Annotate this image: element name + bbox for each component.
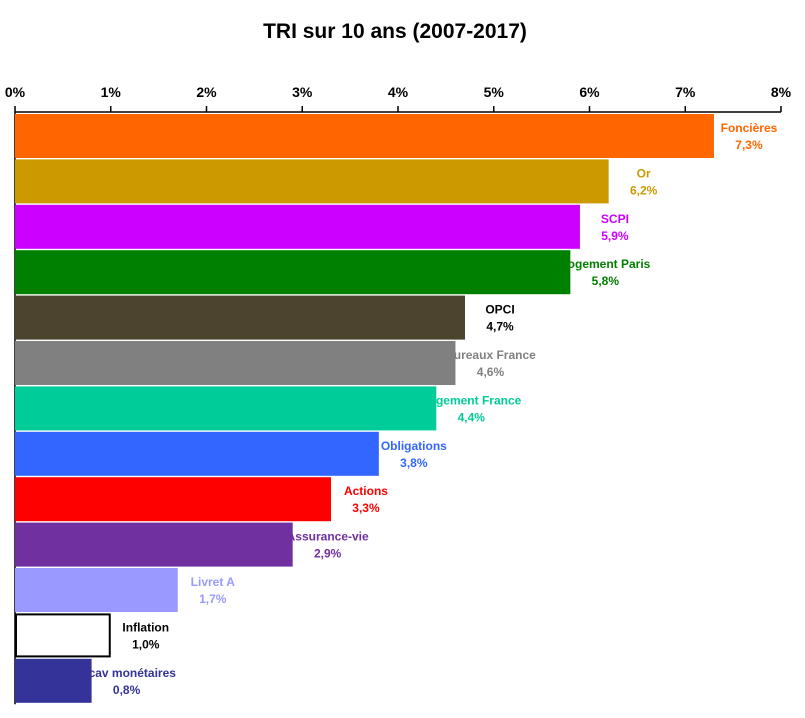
bar-category-label: Foncières <box>721 121 778 135</box>
bar <box>15 522 293 567</box>
bar <box>15 250 571 295</box>
bar-value-label: 2,9% <box>314 547 342 561</box>
bar <box>15 341 456 385</box>
bar-category-label: Bureaux France <box>445 348 536 362</box>
bar-value-label: 1,0% <box>132 637 160 651</box>
x-axis: 0% 1% 2% 3% 4% 5% 6% 7% 8% <box>5 84 792 705</box>
bar-value-label: 3,3% <box>352 501 380 515</box>
bar <box>15 431 379 476</box>
bar <box>15 159 609 204</box>
x-tick-label: 0% <box>5 84 26 100</box>
bar-category-label: Livret A <box>191 575 236 589</box>
bar <box>15 114 714 158</box>
bar-category-label: Logement Paris <box>560 257 650 271</box>
bar-value-label: 3,8% <box>400 456 428 470</box>
bar-category-label: Or <box>637 166 651 180</box>
x-tick-label: 3% <box>292 84 313 100</box>
bar-category-label: Actions <box>344 484 388 498</box>
bar <box>15 658 92 703</box>
bar <box>15 204 580 249</box>
bar-category-label: Sicav monétaires <box>77 666 176 680</box>
bar-value-label: 4,4% <box>458 410 486 424</box>
bar-value-label: 0,8% <box>113 683 141 697</box>
bar-value-label: 1,7% <box>199 592 227 606</box>
bar <box>15 477 331 522</box>
bar-value-label: 6,2% <box>630 183 658 197</box>
bar-value-label: 5,8% <box>592 274 620 288</box>
bar-category-label: OPCI <box>485 303 514 317</box>
bar-value-label: 7,3% <box>735 138 763 152</box>
x-tick-label: 8% <box>771 84 792 100</box>
bar-value-label: 4,6% <box>477 365 505 379</box>
bar-value-label: 5,9% <box>601 229 629 243</box>
bar-category-label: SCPI <box>601 212 629 226</box>
bars <box>15 114 714 703</box>
x-tick-label: 4% <box>388 84 409 100</box>
bar <box>15 613 111 658</box>
bar-category-label: Inflation <box>122 620 169 634</box>
bar-value-label: 4,7% <box>486 320 514 334</box>
bar-category-label: Logement France <box>421 393 521 407</box>
bar <box>15 386 437 431</box>
bar-category-label: Assurance-vie <box>287 530 369 544</box>
bar <box>15 568 178 612</box>
bar <box>15 295 466 340</box>
x-tick-label: 2% <box>196 84 217 100</box>
x-tick-label: 7% <box>675 84 696 100</box>
x-tick-label: 6% <box>579 84 600 100</box>
chart-title: TRI sur 10 ans (2007-2017) <box>263 20 527 43</box>
x-tick-label: 1% <box>101 84 122 100</box>
bar-labels: Foncières 7,3% Or 6,2% SCPI 5,9% Logement Pari… <box>77 121 777 697</box>
bar-category-label: Obligations <box>381 439 447 453</box>
x-tick-label: 5% <box>484 84 505 100</box>
